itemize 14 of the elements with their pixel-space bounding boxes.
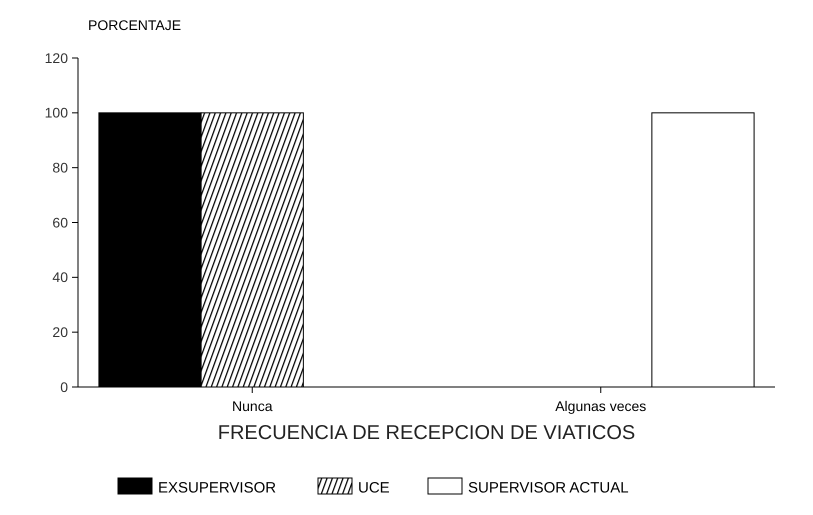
x-axis-title: FRECUENCIA DE RECEPCION DE VIATICOS [218,422,636,444]
y-tick-label: 60 [52,214,68,230]
x-tick-label: Nunca [232,398,273,414]
y-tick-label: 120 [44,50,68,66]
y-tick-label: 100 [44,104,68,121]
legend-label: SUPERVISOR ACTUAL [468,479,629,496]
legend-label: EXSUPERVISOR [158,479,276,496]
legend-label: UCE [358,479,390,496]
y-axis-title: PORCENTAJE [88,17,182,33]
y-tick-label: 40 [52,269,68,286]
x-tick-label: Algunas veces [555,398,646,414]
y-tick-label: 20 [52,324,68,340]
y-tick-label: 80 [52,160,68,176]
y-tick-label: 0 [60,378,68,395]
